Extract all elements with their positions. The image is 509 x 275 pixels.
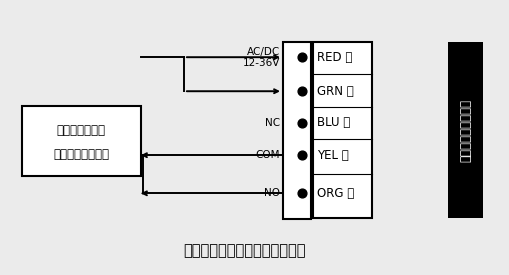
Text: NO: NO [264, 188, 280, 198]
Text: AC/DC
12-36V: AC/DC 12-36V [242, 47, 280, 68]
Point [297, 55, 305, 59]
Point [297, 120, 305, 125]
Text: 电源（开门接点）: 电源（开门接点） [53, 148, 109, 161]
Bar [313, 42, 371, 218]
Text: NC: NC [265, 117, 280, 128]
Text: COM: COM [256, 150, 280, 160]
Bar [22, 106, 140, 176]
Text: YEL 黄: YEL 黄 [317, 149, 349, 162]
Text: 无线接收器控制自动门机接线图: 无线接收器控制自动门机接线图 [183, 244, 305, 259]
Point [297, 153, 305, 157]
Text: GRN 绿: GRN 绿 [317, 85, 353, 98]
Text: ORG 橙: ORG 橙 [317, 187, 354, 200]
Text: 自动门机控制器: 自动门机控制器 [56, 124, 105, 137]
Point [297, 191, 305, 196]
Text: 无线接收器控制端子: 无线接收器控制端子 [458, 98, 471, 161]
Bar [447, 42, 483, 218]
Point [297, 89, 305, 94]
Text: BLU 蓝: BLU 蓝 [317, 116, 350, 129]
Bar [282, 42, 310, 219]
Text: RED 红: RED 红 [317, 51, 352, 64]
